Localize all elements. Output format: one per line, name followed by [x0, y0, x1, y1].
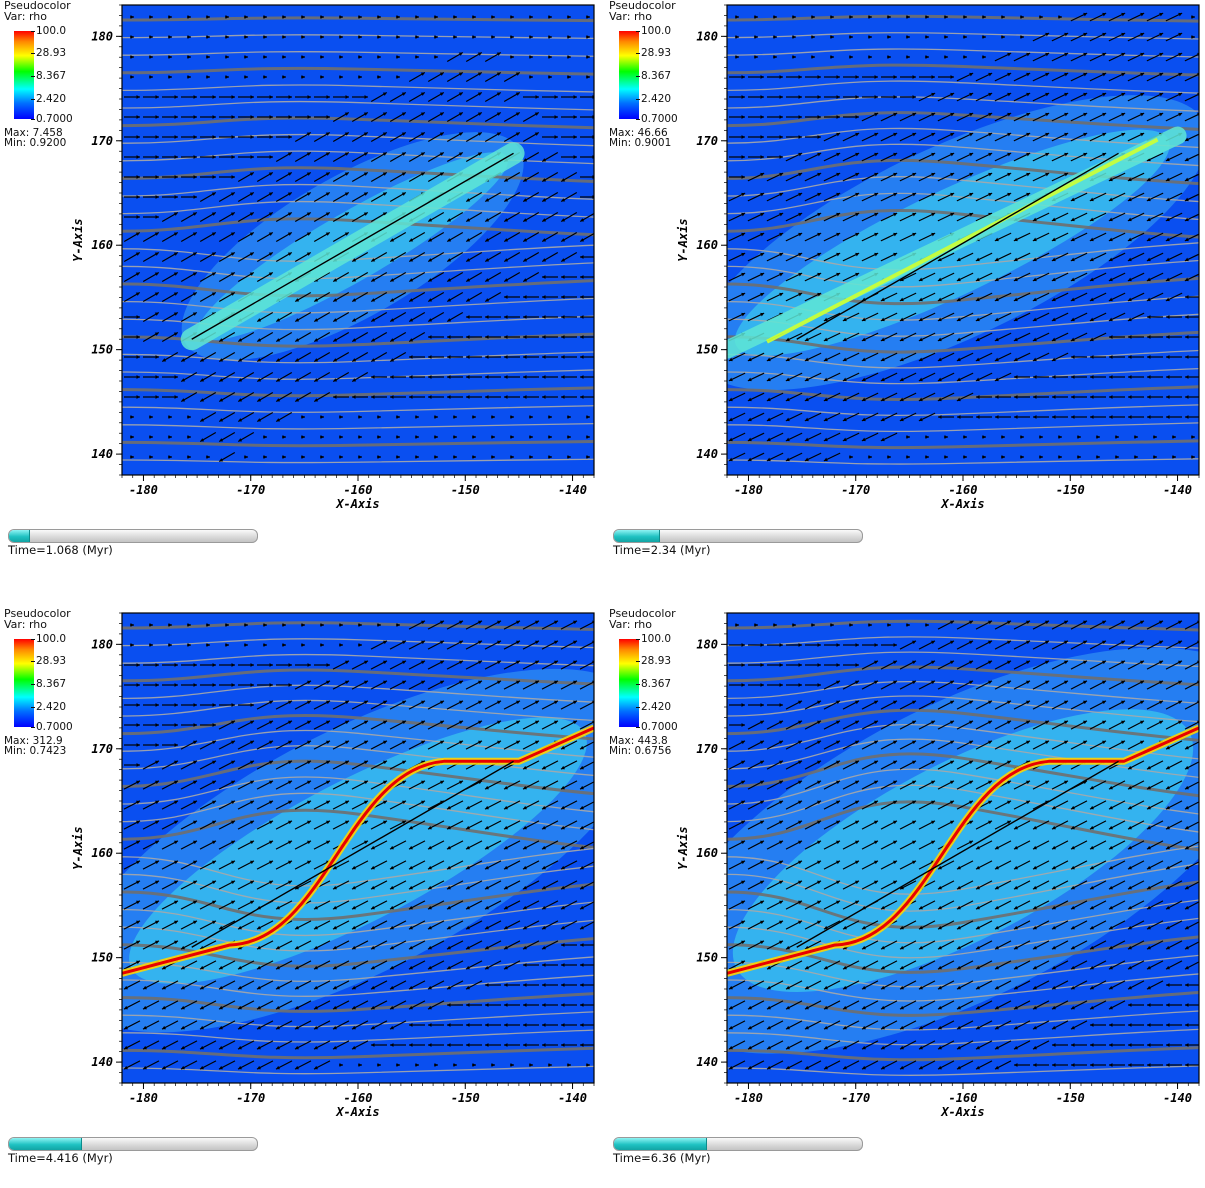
legend-tick: 28.93: [641, 48, 671, 59]
time-slider[interactable]: [8, 529, 258, 543]
legend-tick: 8.367: [36, 679, 66, 690]
legend-tick: 100.0: [641, 26, 671, 37]
y-tick-label: 170: [696, 134, 718, 148]
x-axis-title: X-Axis: [335, 497, 379, 511]
color-ramp: [14, 31, 34, 119]
legend-var: Var: rho: [609, 11, 652, 22]
x-tick-label: -180: [129, 1091, 158, 1105]
plot-1: -180 -170 -160 -150 -140 140 150 160 170 180 X-Axi…: [0, 0, 600, 520]
panel-2: -180 -170 -160 -150 -140 140 150 160 170 180 X-Axi…: [605, 0, 1205, 580]
time-label: Time=1.068 (Myr): [8, 543, 113, 557]
panel-1: -180 -170 -160 -150 -140 140 150 160 170 180 X-Axi…: [0, 0, 600, 580]
time-label: Time=4.416 (Myr): [8, 1151, 113, 1165]
x-axis-title: X-Axis: [335, 1105, 379, 1119]
x-tick-label: -150: [1056, 483, 1085, 497]
y-tick-label: 160: [91, 238, 113, 252]
x-tick-label: -160: [344, 1091, 373, 1105]
x-tick-label: -170: [236, 483, 265, 497]
x-tick-label: -160: [344, 483, 373, 497]
time-slider-fill: [9, 1138, 82, 1150]
y-tick-label: 140: [91, 447, 113, 461]
y-tick-label: 160: [696, 238, 718, 252]
y-tick-label: 180: [696, 29, 718, 43]
y-axis-title: Y-Axis: [71, 826, 85, 869]
plot-4: -180-170-160-150-140140150160170180X-Axi…: [605, 608, 1205, 1128]
x-tick-label: -140: [558, 483, 587, 497]
y-tick-label: 180: [91, 637, 113, 651]
x-tick-label: -160: [949, 483, 978, 497]
time-slider-fill: [9, 530, 30, 542]
legend-tick: 2.420: [36, 94, 66, 105]
y-axis-title: Y-Axis: [676, 218, 690, 261]
color-ramp: [619, 31, 639, 119]
x-tick-label: -140: [558, 1091, 587, 1105]
y-axis-title: Y-Axis: [71, 218, 85, 261]
legend-var: Var: rho: [4, 11, 47, 22]
y-tick-label: 150: [91, 951, 113, 965]
legend-tick: 0.7000: [36, 722, 73, 733]
panel-3: -180 -170 -160 -150 -140 140 150 160 170 180 X-Axi…: [0, 608, 600, 1188]
legend-tick: 2.420: [641, 94, 671, 105]
y-tick-label: 170: [91, 742, 113, 756]
x-tick-label: -140: [1163, 483, 1192, 497]
legend-tick: 2.420: [36, 702, 66, 713]
y-tick-label: 150: [91, 343, 113, 357]
y-tick-label: 160: [91, 846, 113, 860]
legend-tick: 100.0: [36, 634, 66, 645]
x-tick-label: -180: [734, 483, 763, 497]
y-tick-label: 140: [91, 1055, 113, 1069]
color-ramp: [14, 639, 34, 727]
legend-tick: 8.367: [641, 71, 671, 82]
min-label: Min: 0.7423: [4, 746, 66, 757]
legend-var: Var: rho: [4, 619, 47, 630]
min-label: Min: 0.9001: [609, 138, 671, 149]
legend-tick: 0.7000: [641, 114, 678, 125]
x-tick-label: -150: [451, 1091, 480, 1105]
time-slider[interactable]: [8, 1137, 258, 1151]
min-label: Min: 0.9200: [4, 138, 66, 149]
plot-3: -180 -170 -160 -150 -140 140 150 160 170 180 X-Axi…: [0, 608, 600, 1128]
time-label: Time=2.34 (Myr): [613, 543, 710, 557]
x-tick-label: -180: [129, 483, 158, 497]
y-tick-label: 140: [696, 447, 718, 461]
legend-tick: 0.7000: [36, 114, 73, 125]
x-tick-label: -170: [841, 483, 870, 497]
legend-tick: 28.93: [36, 656, 66, 667]
time-slider-fill: [614, 530, 660, 542]
legend-tick: 28.93: [36, 48, 66, 59]
y-tick-label: 150: [696, 343, 718, 357]
legend-tick: 8.367: [36, 71, 66, 82]
y-tick-label: 170: [91, 134, 113, 148]
x-tick-label: -170: [236, 1091, 265, 1105]
x-tick-label: -150: [451, 483, 480, 497]
time-slider[interactable]: [613, 529, 863, 543]
legend-tick: 100.0: [36, 26, 66, 37]
x-axis-title: X-Axis: [940, 497, 984, 511]
y-tick-label: 180: [91, 29, 113, 43]
plot-2: -180 -170 -160 -150 -140 140 150 160 170 180 X-Axi…: [605, 0, 1205, 520]
